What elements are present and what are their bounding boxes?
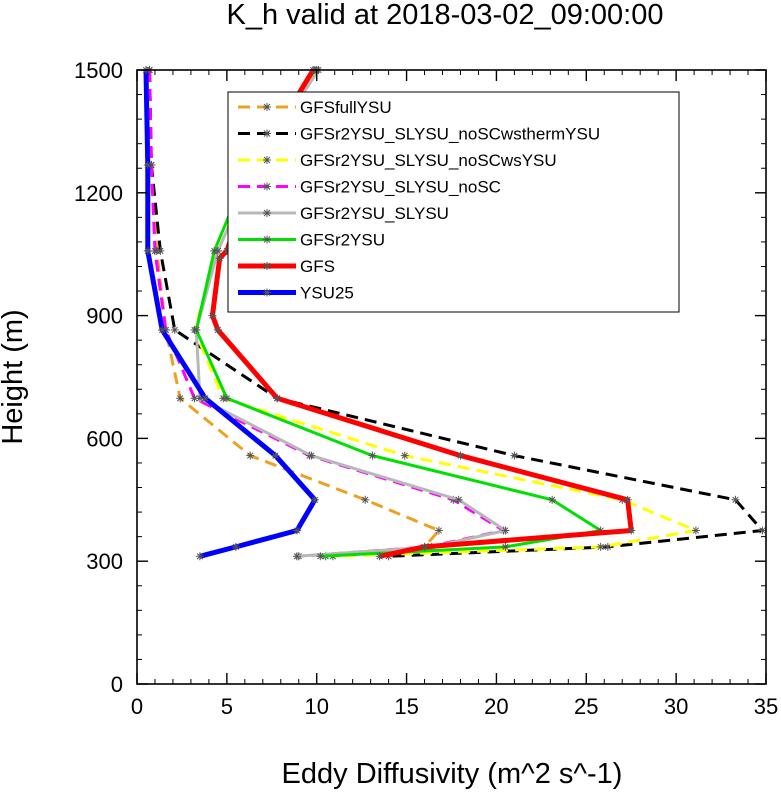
data-point-marker xyxy=(158,325,167,334)
chart-title: K_h valid at 2018-03-02_09:00:00 xyxy=(227,0,664,31)
x-tick-label: 35 xyxy=(754,694,778,719)
data-point-marker xyxy=(400,451,409,460)
data-point-marker xyxy=(231,542,240,551)
data-point-marker xyxy=(143,246,152,255)
data-point-marker xyxy=(201,394,210,403)
data-point-marker xyxy=(213,325,222,334)
data-point-marker xyxy=(176,394,185,403)
legend-label: GFSfullYSU xyxy=(300,98,392,117)
legend-entry: GFSr2YSU xyxy=(238,231,385,250)
data-point-marker xyxy=(456,451,465,460)
legend-entry: GFS xyxy=(238,257,335,276)
legend-marker xyxy=(263,235,271,244)
data-point-marker xyxy=(434,526,443,535)
y-axis-label: Height (m) xyxy=(0,309,29,444)
data-point-marker xyxy=(375,552,384,561)
x-tick-label: 5 xyxy=(221,694,233,719)
data-point-marker xyxy=(292,552,301,561)
legend-marker xyxy=(263,262,271,270)
data-point-marker xyxy=(603,542,612,551)
data-point-marker xyxy=(731,495,740,504)
x-tick-label: 30 xyxy=(664,694,688,719)
legend-label: YSU25 xyxy=(300,284,354,303)
data-point-marker xyxy=(420,542,429,551)
legend-entry: GFSr2YSU_SLYSU_noSC xyxy=(238,178,501,197)
legend-marker xyxy=(263,129,271,138)
data-point-marker xyxy=(454,495,463,504)
data-point-marker xyxy=(292,526,301,535)
data-point-marker xyxy=(501,526,510,535)
y-tick-label: 1500 xyxy=(74,58,123,83)
data-point-marker xyxy=(501,542,510,551)
data-point-marker xyxy=(627,526,636,535)
x-axis-label: Eddy Diffusivity (m^2 s^-1) xyxy=(282,758,623,790)
data-point-marker xyxy=(170,325,179,334)
data-point-marker xyxy=(215,254,224,263)
y-tick-label: 1200 xyxy=(74,181,123,206)
data-point-marker xyxy=(192,325,201,334)
data-point-marker xyxy=(208,311,217,320)
data-point-marker xyxy=(307,451,316,460)
legend-box xyxy=(227,91,680,313)
data-point-marker xyxy=(222,394,231,403)
data-point-marker xyxy=(361,495,370,504)
data-point-marker xyxy=(691,526,700,535)
series-line xyxy=(143,69,318,559)
x-tick-label: 10 xyxy=(304,694,328,719)
legend-marker xyxy=(263,156,271,164)
legend-label: GFSr2YSU_SLYSU_noSCwsYSU xyxy=(300,151,557,170)
y-tick-label: 600 xyxy=(86,426,123,451)
legend-label: GFSr2YSU_SLYSU_noSCwsthermYSU xyxy=(300,125,600,144)
data-point-marker xyxy=(510,451,519,460)
plot-frame xyxy=(136,69,767,685)
data-point-marker xyxy=(273,394,282,403)
y-tick-label: 0 xyxy=(111,672,123,697)
legend-marker xyxy=(263,288,271,297)
legend-entry: GFSr2YSU_SLYSU xyxy=(238,204,449,223)
data-point-marker xyxy=(246,451,255,460)
series-line xyxy=(148,69,764,558)
data-point-marker xyxy=(271,451,280,460)
data-point-marker xyxy=(623,495,632,504)
ticks-layer: 0 5 10 15 20 25 30 35 0 300 600 900 1200 1500 xyxy=(74,58,778,719)
legend-marker xyxy=(263,182,271,191)
x-tick-label: 0 xyxy=(131,694,143,719)
data-point-marker xyxy=(150,246,159,255)
legend-entry: GFSr2YSU_SLYSU_noSCwsYSU xyxy=(238,151,557,170)
legend-label: GFSr2YSU xyxy=(300,231,385,250)
data-point-marker xyxy=(195,552,204,561)
legend-entry: GFSfullYSU xyxy=(238,98,392,117)
legend-label: GFSr2YSU_SLYSU xyxy=(300,204,449,223)
y-tick-label: 300 xyxy=(86,549,123,574)
legend-entry: YSU25 xyxy=(238,284,354,303)
series-ysu25 xyxy=(141,66,319,561)
data-point-marker xyxy=(310,495,319,504)
x-tick-label: 25 xyxy=(574,694,598,719)
legend-entry: GFSr2YSU_SLYSU_noSCwsthermYSU xyxy=(238,125,600,144)
y-tick-label: 900 xyxy=(86,304,123,329)
x-tick-label: 15 xyxy=(394,694,418,719)
data-point-marker xyxy=(210,246,219,255)
data-point-marker xyxy=(143,160,152,169)
legend-marker xyxy=(263,103,271,111)
data-point-marker xyxy=(316,552,325,561)
legend-label: GFS xyxy=(300,257,335,276)
data-point-marker xyxy=(596,542,605,551)
data-point-marker xyxy=(548,495,557,504)
data-point-marker xyxy=(368,451,377,460)
legend-label: GFSr2YSU_SLYSU_noSC xyxy=(300,178,501,197)
legend-marker xyxy=(263,209,271,217)
data-point-marker xyxy=(758,526,767,535)
x-tick-label: 20 xyxy=(484,694,508,719)
legend: GFSfullYSU GFSr2YSU_SLYSU_noSCwsthermYSU G… xyxy=(227,91,680,313)
